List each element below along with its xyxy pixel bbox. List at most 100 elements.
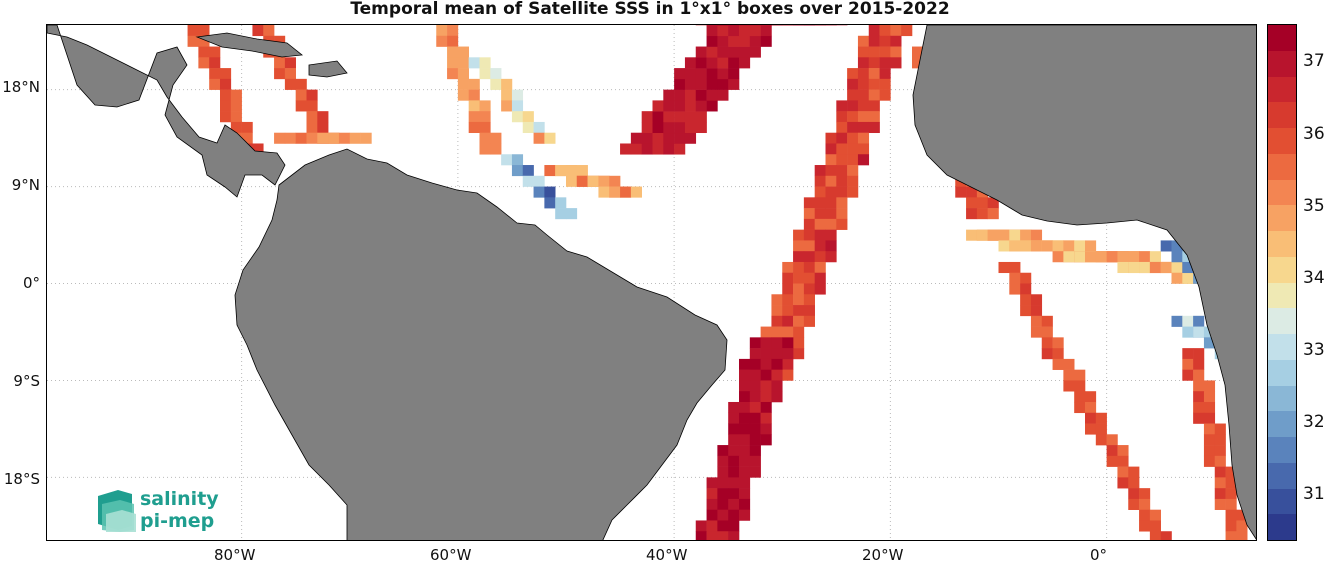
salinity-cell: [1085, 391, 1097, 403]
salinity-cell: [1009, 240, 1021, 252]
salinity-cell: [1214, 466, 1226, 478]
salinity-cell: [1203, 401, 1216, 414]
salinity-cell: [857, 100, 870, 112]
salinity-cell: [825, 229, 837, 241]
salinity-cell: [1203, 445, 1216, 457]
x-tick-20w: 20°W: [862, 546, 904, 564]
salinity-cell: [436, 25, 448, 37]
salinity-cell: [706, 488, 718, 500]
salinity-cell: [814, 240, 826, 252]
colorbar-segment: [1268, 308, 1296, 334]
salinity-cell: [706, 477, 718, 489]
salinity-cell: [771, 358, 783, 370]
salinity-cell: [468, 78, 480, 90]
salinity-cell: [1214, 445, 1226, 457]
salinity-cell: [1160, 531, 1172, 540]
salinity-cell: [879, 25, 891, 37]
salinity-cell: [717, 477, 729, 489]
salinity-cell: [695, 78, 707, 90]
salinity-cell: [803, 283, 815, 295]
salinity-cell: [1052, 348, 1064, 360]
salinity-cell: [847, 100, 859, 112]
salinity-cell: [490, 78, 502, 90]
salinity-cell: [803, 261, 815, 274]
salinity-cell: [782, 358, 794, 370]
salinity-cell: [674, 78, 686, 90]
salinity-cell: [1214, 477, 1226, 489]
salinity-cell: [857, 111, 870, 123]
salinity-cell: [1020, 272, 1032, 284]
salinity-cell: [717, 35, 729, 47]
salinity-cell: [641, 132, 653, 144]
salinity-cell: [1074, 240, 1086, 252]
salinity-cell: [1193, 369, 1205, 381]
salinity-cell: [447, 68, 459, 80]
salinity-cell: [793, 305, 805, 317]
salinity-cell: [966, 208, 978, 220]
salinity-cell: [793, 240, 805, 252]
salinity-cell: [1236, 509, 1248, 521]
salinity-cell: [555, 165, 567, 177]
salinity-cell: [771, 391, 783, 403]
salinity-cell: [695, 89, 707, 101]
salinity-cell: [868, 121, 880, 134]
salinity-cell: [576, 175, 588, 187]
salinity-cell: [836, 218, 848, 230]
salinity-cell: [652, 121, 664, 134]
salinity-cell: [598, 186, 610, 198]
salinity-cell: [1128, 466, 1140, 478]
x-tick-80w: 80°W: [214, 546, 256, 564]
map-canvas: [47, 25, 1256, 540]
salinity-cell: [706, 78, 718, 90]
salinity-cell: [1149, 261, 1161, 274]
salinity-cell: [771, 315, 783, 327]
salinity-cell: [1009, 283, 1021, 295]
salinity-cell: [555, 208, 567, 220]
salinity-cell: [501, 78, 513, 90]
salinity-cell: [847, 165, 859, 177]
salinity-cell: [847, 89, 859, 101]
salinity-cell: [490, 132, 502, 144]
salinity-cell: [544, 132, 556, 144]
salinity-cell: [1171, 315, 1183, 327]
salinity-cell: [533, 175, 545, 187]
salinity-cell: [695, 531, 707, 540]
salinity-cell: [641, 143, 653, 155]
salinity-cell: [1041, 315, 1053, 327]
salinity-cell: [728, 68, 740, 80]
salinity-cell: [728, 531, 740, 540]
salinity-cell: [706, 89, 718, 101]
salinity-cell: [836, 111, 848, 123]
salinity-cell: [317, 121, 329, 134]
salinity-cell: [1020, 294, 1032, 306]
salinity-cell: [1020, 240, 1032, 252]
salinity-cell: [803, 251, 815, 263]
salinity-cell: [825, 197, 837, 209]
salinity-cell: [771, 380, 783, 392]
salinity-cell: [782, 369, 794, 381]
salinity-cell: [479, 143, 491, 155]
salinity-cell: [966, 186, 978, 198]
salinity-cell: [684, 78, 697, 90]
salinity-cell: [306, 111, 318, 123]
salinity-cell: [749, 391, 761, 403]
salinity-cell: [1052, 251, 1064, 263]
salinity-cell: [1074, 401, 1086, 414]
salinity-cell: [447, 25, 459, 37]
salinity-cell: [825, 132, 837, 144]
salinity-cell: [187, 35, 199, 47]
salinity-cell: [847, 132, 859, 144]
colorbar-segment: [1268, 76, 1296, 103]
salinity-cell: [1193, 358, 1205, 370]
salinity-cell: [1041, 337, 1053, 349]
salinity-cell: [836, 197, 848, 209]
salinity-cell: [728, 498, 740, 510]
salinity-cell: [771, 369, 783, 381]
salinity-cell: [284, 57, 296, 69]
salinity-cell: [728, 78, 740, 90]
salinity-cell: [641, 121, 653, 134]
salinity-cell: [890, 57, 902, 69]
salinity-cell: [1074, 380, 1086, 392]
salinity-cell: [728, 477, 740, 489]
salinity-cell: [782, 315, 794, 327]
